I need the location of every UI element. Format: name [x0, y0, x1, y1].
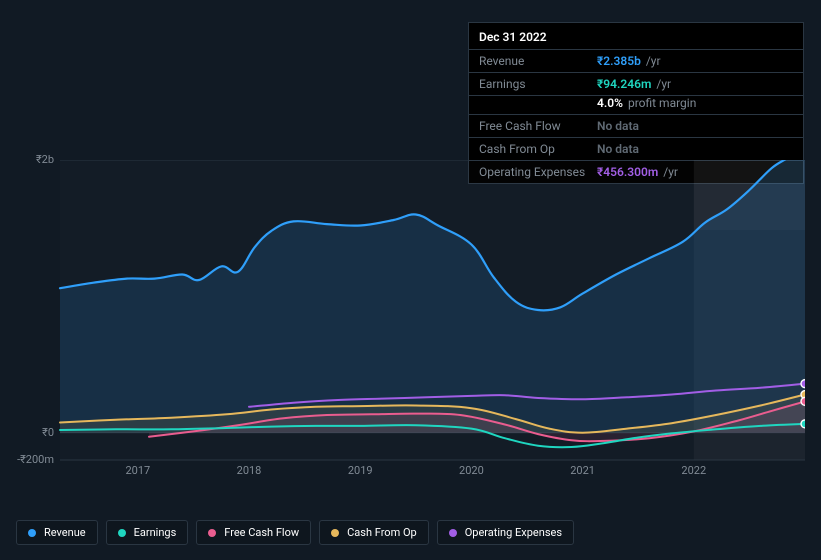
legend-label: Operating Expenses [465, 526, 562, 539]
tooltip-row: Earnings₹94.246m /yr [469, 73, 803, 96]
legend-swatch [28, 529, 36, 537]
legend-label: Cash From Op [347, 526, 417, 539]
tooltip-row-label: Cash From Op [479, 142, 597, 156]
tooltip-row-value: No data [597, 142, 639, 156]
tooltip-row-label: Free Cash Flow [479, 119, 597, 133]
tooltip-row-label: Earnings [479, 77, 597, 91]
tooltip-row-value: No data [597, 119, 639, 133]
tooltip-row-value: 4.0% profit margin [597, 96, 696, 110]
y-axis-label: -₹200m [10, 453, 54, 466]
legend-label: Earnings [134, 526, 177, 539]
legend-swatch [118, 529, 126, 537]
legend-label: Revenue [44, 526, 86, 539]
tooltip-row: 4.0% profit margin [469, 96, 803, 115]
tooltip-date: Dec 31 2022 [469, 23, 803, 50]
x-axis-label: 2021 [563, 464, 603, 477]
x-axis-label: 2017 [118, 464, 158, 477]
y-axis-label: ₹2b [10, 153, 54, 166]
tooltip-row: Revenue₹2.385b /yr [469, 50, 803, 73]
legend-swatch [331, 529, 339, 537]
x-axis-label: 2019 [340, 464, 380, 477]
legend-label: Free Cash Flow [224, 526, 299, 539]
tooltip-row-value: ₹94.246m /yr [597, 77, 671, 91]
legend-item[interactable]: Cash From Op [319, 520, 429, 545]
legend: Revenue Earnings Free Cash Flow Cash From O… [16, 520, 574, 545]
tooltip-row: Cash From OpNo data [469, 138, 803, 161]
legend-item[interactable]: Operating Expenses [437, 520, 574, 545]
x-axis-label: 2020 [451, 464, 491, 477]
x-axis-label: 2018 [229, 464, 269, 477]
tooltip-row: Free Cash FlowNo data [469, 115, 803, 138]
x-axis-label: 2022 [674, 464, 714, 477]
tooltip-row-label: Revenue [479, 54, 597, 68]
legend-item[interactable]: Earnings [106, 520, 189, 545]
legend-swatch [208, 529, 216, 537]
legend-swatch [449, 529, 457, 537]
legend-item[interactable]: Free Cash Flow [196, 520, 311, 545]
finance-chart: ₹2b₹0-₹200m 201720182019202020212022 [16, 160, 805, 476]
tooltip-row-value: ₹2.385b /yr [597, 54, 661, 68]
legend-item[interactable]: Revenue [16, 520, 98, 545]
y-axis-label: ₹0 [10, 426, 54, 439]
